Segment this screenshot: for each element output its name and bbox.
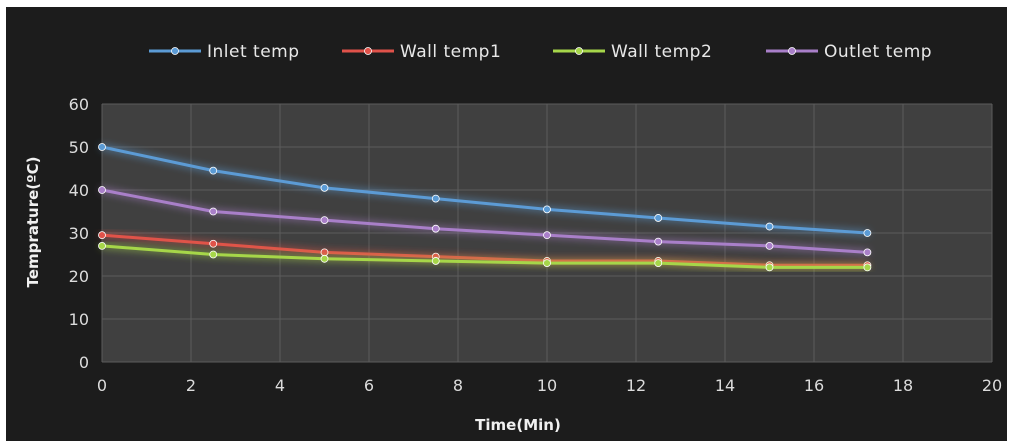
- y-tick-label: 30: [69, 224, 89, 243]
- legend-item-wall-temp2: Wall temp2: [553, 42, 712, 62]
- data-point-wall-temp2: [654, 259, 663, 268]
- legend: Inlet temp Wall temp1 Wall temp2 Outlet tem…: [149, 42, 932, 62]
- data-point-inlet-temp: [863, 229, 872, 237]
- series-outlet-temp: [98, 186, 872, 257]
- data-point-outlet-temp: [431, 224, 440, 233]
- data-point-outlet-temp: [98, 186, 106, 194]
- data-point-wall-temp2: [765, 263, 774, 272]
- data-point-wall-temp2: [320, 254, 329, 263]
- data-point-inlet-temp: [98, 143, 106, 151]
- data-point-outlet-temp: [863, 248, 872, 257]
- x-tick-label: 16: [804, 376, 824, 395]
- data-point-outlet-temp: [765, 241, 774, 250]
- data-point-wall-temp2: [863, 263, 872, 272]
- y-tick-label: 60: [69, 95, 89, 114]
- x-tick-label: 18: [893, 376, 913, 395]
- y-axis-title: Temprature(ºC): [24, 157, 42, 288]
- series-inlet-temp: [98, 143, 872, 237]
- y-tick-label: 40: [69, 181, 89, 200]
- x-tick-label: 14: [715, 376, 735, 395]
- data-point-inlet-temp: [654, 214, 663, 222]
- series-wall-temp2: [98, 241, 872, 272]
- data-point-outlet-temp: [320, 216, 329, 225]
- data-point-inlet-temp: [209, 166, 218, 175]
- axis-ticks: 0 10 20 30 40 50 60 0 2 4 6 8 10 12 14 16 18 20: [69, 95, 1003, 395]
- x-tick-label: 4: [275, 376, 285, 395]
- data-point-inlet-temp: [765, 222, 774, 231]
- data-point-outlet-temp: [543, 231, 551, 240]
- legend-marker: [788, 47, 796, 55]
- x-tick-label: 0: [97, 376, 107, 395]
- data-point-wall-temp1: [320, 248, 329, 257]
- chart-frame: 0 10 20 30 40 50 60 0 2 4 6 8 10 12 14 16 18 20 Inlet tem…: [6, 7, 1007, 441]
- legend-marker: [575, 47, 583, 55]
- x-tick-label: 12: [626, 376, 646, 395]
- data-point-inlet-temp: [431, 194, 440, 203]
- series-line-outlet-temp: [100, 188, 869, 254]
- y-tick-label: 50: [69, 138, 89, 157]
- y-tick-label: 20: [69, 267, 89, 286]
- series-group: [98, 143, 872, 272]
- x-axis-title: Time(Min): [475, 416, 561, 434]
- legend-marker: [364, 47, 372, 55]
- data-point-inlet-temp: [543, 205, 551, 214]
- series-line-wall-temp1: [100, 233, 869, 267]
- data-point-wall-temp2: [209, 250, 218, 259]
- legend-label: Wall temp2: [611, 42, 712, 62]
- data-point-wall-temp1: [209, 239, 218, 248]
- legend-label: Outlet temp: [824, 42, 932, 62]
- legend-label: Wall temp1: [400, 42, 501, 62]
- legend-item-wall-temp1: Wall temp1: [342, 42, 501, 62]
- data-point-outlet-temp: [209, 207, 218, 216]
- data-point-inlet-temp: [320, 183, 329, 192]
- legend-marker: [171, 47, 179, 55]
- line-chart: 0 10 20 30 40 50 60 0 2 4 6 8 10 12 14 16 18 20 Inlet tem…: [24, 42, 1003, 434]
- series-line-wall-temp2: [100, 244, 869, 269]
- legend-item-inlet-temp: Inlet temp: [149, 42, 300, 62]
- data-point-wall-temp2: [431, 257, 440, 265]
- legend-item-outlet-temp: Outlet temp: [766, 42, 932, 62]
- y-tick-label: 0: [79, 353, 89, 372]
- x-tick-label: 8: [453, 376, 463, 395]
- x-tick-label: 10: [537, 376, 557, 395]
- data-point-wall-temp2: [543, 259, 551, 268]
- legend-label: Inlet temp: [207, 42, 300, 62]
- y-tick-label: 10: [69, 310, 89, 329]
- x-tick-label: 2: [186, 376, 196, 395]
- x-tick-label: 20: [982, 376, 1002, 395]
- series-line-inlet-temp: [100, 145, 869, 235]
- data-point-outlet-temp: [654, 237, 663, 246]
- data-point-wall-temp1: [98, 231, 106, 240]
- data-point-wall-temp2: [98, 241, 106, 250]
- x-tick-label: 6: [364, 376, 374, 395]
